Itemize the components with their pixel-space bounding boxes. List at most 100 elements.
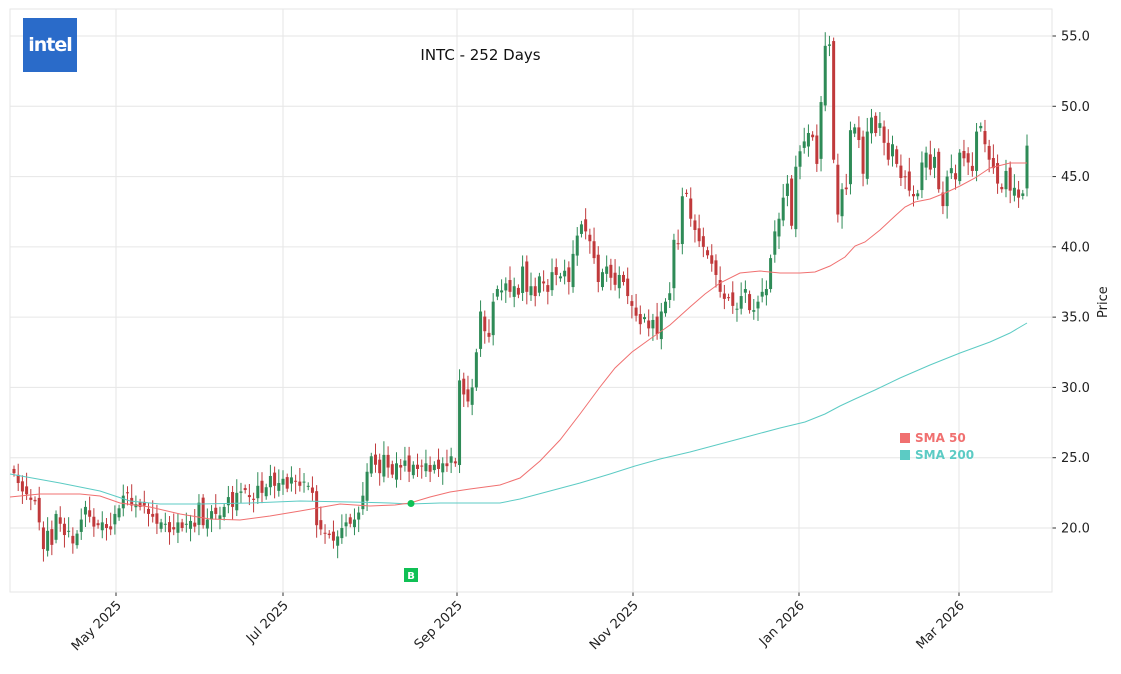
candle-down	[811, 134, 815, 138]
candle-up	[743, 289, 747, 293]
candle-up	[470, 387, 474, 405]
candle-down	[991, 158, 995, 169]
candle-down	[437, 459, 441, 469]
candle-down	[626, 278, 630, 297]
candle-up	[651, 319, 655, 329]
candle-down	[907, 171, 911, 191]
logo-text: intel	[28, 34, 73, 56]
candle-down	[912, 194, 916, 197]
candle-up	[458, 380, 462, 466]
candle-down	[331, 531, 335, 541]
candle-up	[79, 519, 83, 532]
y-tick-label: 30.0	[1061, 381, 1090, 396]
candle-down	[125, 492, 129, 494]
candle-up	[664, 301, 668, 314]
candle-down	[621, 274, 625, 282]
candle-down	[323, 532, 327, 534]
candle-up	[382, 454, 386, 477]
candle-up	[121, 495, 125, 509]
candle-down	[701, 236, 705, 247]
candle-up	[739, 296, 743, 309]
sma200-line	[9, 322, 1028, 505]
candle-down	[609, 264, 613, 278]
candle-up	[840, 189, 844, 217]
x-tick-label: Jul 2025	[243, 598, 292, 647]
candle-up	[550, 272, 554, 291]
candle-down	[147, 508, 151, 514]
candle-down	[319, 520, 323, 530]
candle-down	[378, 459, 382, 474]
candle-down	[327, 533, 331, 536]
y-tick-label: 55.0	[1061, 30, 1090, 45]
candle-down	[386, 454, 390, 468]
candle-down	[92, 516, 96, 527]
candle-down	[954, 173, 958, 180]
candle-down	[748, 294, 752, 311]
candle-down	[941, 192, 945, 207]
candle-down	[109, 526, 113, 530]
candle-up	[352, 519, 356, 528]
candle-down	[844, 187, 848, 190]
candle-down	[41, 527, 45, 550]
candle-up	[277, 483, 281, 491]
candle-up	[235, 492, 239, 511]
legend-swatch-sma200	[900, 449, 910, 460]
candle-down	[1000, 186, 1004, 190]
candle-up	[395, 463, 399, 480]
candle-up	[1025, 145, 1029, 189]
candle-down	[508, 280, 512, 292]
candle-down	[71, 535, 75, 544]
candle-up	[218, 515, 222, 519]
candle-up	[575, 235, 579, 256]
y-tick-label: 35.0	[1061, 311, 1090, 326]
candle-down	[390, 464, 394, 475]
candle-down	[693, 220, 697, 230]
legend-item-sma200: SMA 200	[900, 446, 974, 463]
candle-up	[878, 123, 882, 128]
candle-up	[357, 512, 361, 520]
candle-up	[975, 131, 979, 171]
candle-up	[764, 289, 768, 296]
candle-down	[88, 510, 92, 517]
candle-down	[928, 154, 932, 170]
candle-down	[29, 497, 33, 500]
candle-down	[857, 127, 861, 141]
x-tick-label: Jan 2026	[756, 598, 808, 650]
candle-up	[54, 513, 58, 540]
candle-down	[104, 524, 108, 528]
candle-down	[445, 463, 449, 467]
candle-up	[117, 508, 121, 518]
candle-down	[516, 287, 520, 295]
candle-up	[176, 522, 180, 533]
candle-up	[752, 310, 756, 312]
candle-up	[773, 231, 777, 255]
candle-down	[832, 41, 836, 160]
legend-label-sma200: SMA 200	[915, 447, 975, 462]
candle-down	[483, 316, 487, 332]
y-tick-label: 40.0	[1061, 240, 1090, 255]
candle-up	[558, 276, 562, 279]
candle-up	[184, 523, 188, 525]
candle-down	[155, 513, 159, 524]
candle-down	[525, 261, 529, 292]
candle-down	[722, 293, 726, 299]
candle-up	[495, 289, 499, 297]
candle-down	[416, 464, 420, 469]
candle-down	[655, 316, 659, 335]
x-tick-label: May 2025	[69, 598, 125, 654]
candle-up	[642, 317, 646, 320]
candle-down	[685, 192, 689, 194]
candle-up	[617, 274, 621, 289]
candle-down	[193, 522, 197, 527]
candle-down	[168, 522, 172, 533]
candle-up	[205, 519, 209, 529]
candle-up	[424, 463, 428, 472]
candle-down	[1008, 167, 1012, 191]
candle-up	[340, 527, 344, 539]
candle-down	[689, 198, 693, 219]
candle-up	[735, 308, 739, 310]
candle-down	[588, 234, 592, 242]
candle-down	[466, 389, 470, 402]
candle-down	[714, 260, 718, 275]
